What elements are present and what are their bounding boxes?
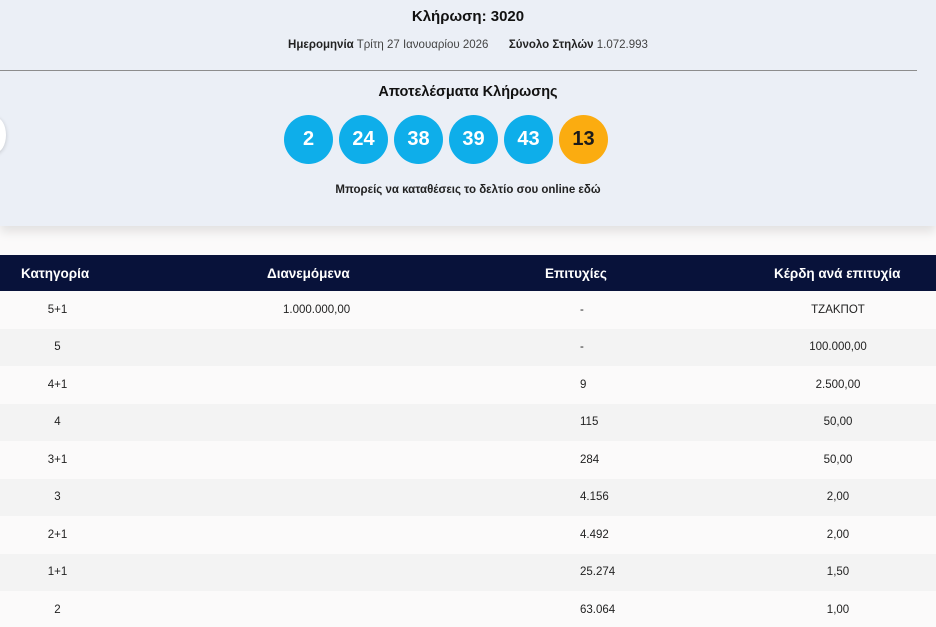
table-row: 4 115 50,00 (0, 403, 936, 441)
table-row: 5 - 100.000,00 (0, 328, 936, 366)
cell-distributed (115, 553, 520, 591)
cell-winners: - (520, 328, 770, 366)
header-winners: Επιτυχίες (520, 255, 770, 291)
cell-winners: 4.492 (520, 516, 770, 554)
divider (0, 70, 917, 71)
table-row: 1+1 25.274 1,50 (0, 553, 936, 591)
cell-distributed (115, 591, 520, 627)
header-prize-per-winner: Κέρδη ανά επιτυχία (770, 255, 936, 291)
date-label: Ημερομηνία (288, 39, 354, 51)
cell-category: 5+1 (0, 291, 115, 329)
cell-prize: 2,00 (770, 478, 936, 516)
number-ball: 24 (339, 115, 388, 164)
number-ball: 39 (449, 115, 498, 164)
cell-category: 4+1 (0, 366, 115, 404)
cell-winners: 4.156 (520, 478, 770, 516)
columns-value: 1.072.993 (596, 39, 648, 51)
cell-distributed (115, 366, 520, 404)
cell-prize: 1,00 (770, 591, 936, 627)
cell-distributed (115, 441, 520, 479)
cell-category: 3 (0, 478, 115, 516)
table-row: 2 63.064 1,00 (0, 591, 936, 627)
date-value: Τρίτη 27 Ιανουαρίου 2026 (356, 39, 489, 51)
cell-category: 2 (0, 591, 115, 627)
number-ball: 2 (284, 115, 333, 164)
prize-table: Κατηγορία Διανεμόμενα Επιτυχίες Κέρδη αν… (0, 255, 936, 627)
table-row: 4+1 9 2.500,00 (0, 366, 936, 404)
table-row: 5+1 1.000.000,00 - ΤΖΑΚΠΟΤ (0, 291, 936, 329)
cell-category: 2+1 (0, 516, 115, 554)
online-ticket-link[interactable]: Μπορείς να καταθέσεις το δελτίο σου onli… (335, 184, 601, 196)
table-row: 2+1 4.492 2,00 (0, 516, 936, 554)
cell-winners: 63.064 (520, 591, 770, 627)
cell-prize: 100.000,00 (770, 328, 936, 366)
bonus-ball: 13 (559, 115, 608, 164)
cell-category: 5 (0, 328, 115, 366)
cell-prize: 2.500,00 (770, 366, 936, 404)
cell-category: 3+1 (0, 441, 115, 479)
header-distributed: Διανεμόμενα (115, 255, 520, 291)
table-header-row: Κατηγορία Διανεμόμενα Επιτυχίες Κέρδη αν… (0, 255, 936, 291)
cell-winners: 9 (520, 366, 770, 404)
cell-winners: 115 (520, 403, 770, 441)
cell-winners: 284 (520, 441, 770, 479)
cell-category: 1+1 (0, 553, 115, 591)
cell-prize: 1,50 (770, 553, 936, 591)
cell-distributed (115, 403, 520, 441)
cell-category: 4 (0, 403, 115, 441)
cell-distributed (115, 328, 520, 366)
winning-numbers: 2 24 38 39 43 13 (284, 115, 608, 164)
table-row: 3 4.156 2,00 (0, 478, 936, 516)
cell-prize: 2,00 (770, 516, 936, 554)
draw-meta: Ημερομηνία Τρίτη 27 Ιανουαρίου 2026 Σύνο… (0, 39, 936, 51)
table-row: 3+1 284 50,00 (0, 441, 936, 479)
cell-distributed (115, 516, 520, 554)
columns-label: Σύνολο Στηλών (508, 39, 594, 51)
carousel-prev-handle[interactable] (0, 117, 6, 153)
cell-distributed (115, 478, 520, 516)
cell-prize: ΤΖΑΚΠΟΤ (770, 291, 936, 329)
draw-info-card: Κλήρωση: 3020 Ημερομηνία Τρίτη 27 Ιανουα… (0, 0, 936, 226)
cell-distributed: 1.000.000,00 (115, 291, 520, 329)
header-category: Κατηγορία (0, 255, 115, 291)
cell-prize: 50,00 (770, 403, 936, 441)
draw-title: Κλήρωση: 3020 (411, 8, 525, 25)
cell-prize: 50,00 (770, 441, 936, 479)
results-title: Αποτελέσματα Κλήρωσης (378, 84, 558, 100)
number-ball: 43 (504, 115, 553, 164)
cell-winners: - (520, 291, 770, 329)
number-ball: 38 (394, 115, 443, 164)
cell-winners: 25.274 (520, 553, 770, 591)
